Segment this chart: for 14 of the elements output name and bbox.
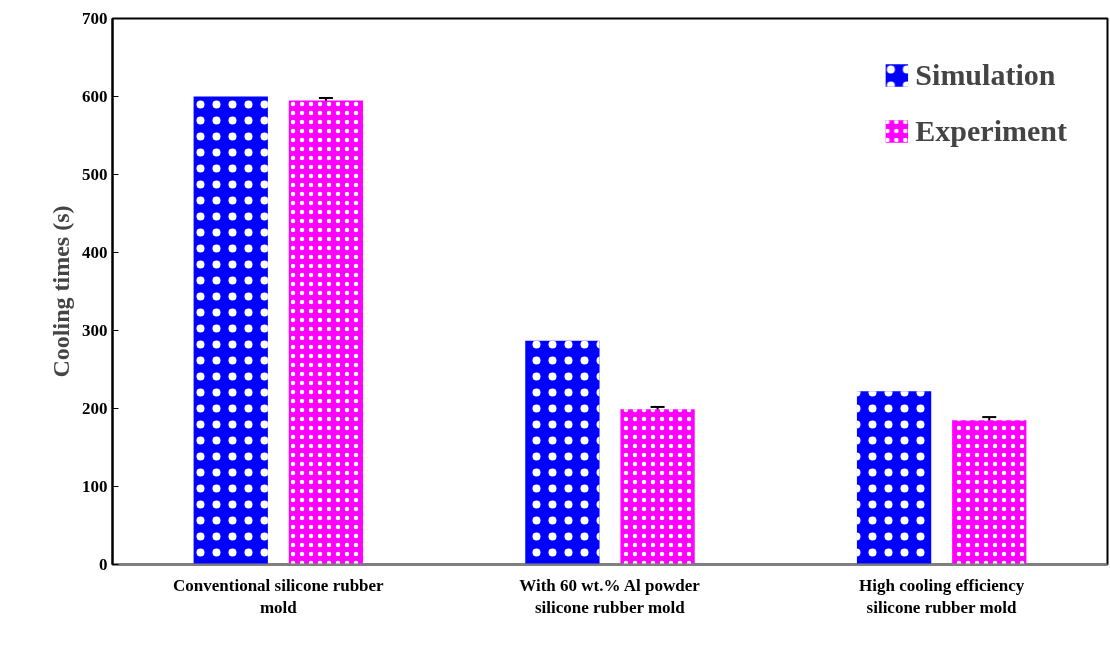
y-tick-label: 400 <box>82 243 108 262</box>
legend-label: Experiment <box>915 114 1067 148</box>
y-tick-label: 0 <box>99 555 108 574</box>
y-tick-label: 100 <box>82 477 108 496</box>
y-tick-label: 600 <box>82 87 108 106</box>
y-axis-title: Cooling times (s) <box>48 205 74 378</box>
x-tick-label: With 60 wt.% Al powder silicone rubber mold <box>519 575 701 618</box>
y-tick-label: 200 <box>82 399 108 418</box>
y-tick-label: 500 <box>82 165 108 184</box>
x-tick-label: Conventional silicone rubber mold <box>173 575 385 618</box>
legend-label: Simulation <box>915 58 1056 92</box>
y-tick-label: 700 <box>82 9 108 28</box>
y-tick-label: 300 <box>82 321 108 340</box>
x-tick-label: High cooling efficiency silicone rubber mold <box>859 575 1025 618</box>
